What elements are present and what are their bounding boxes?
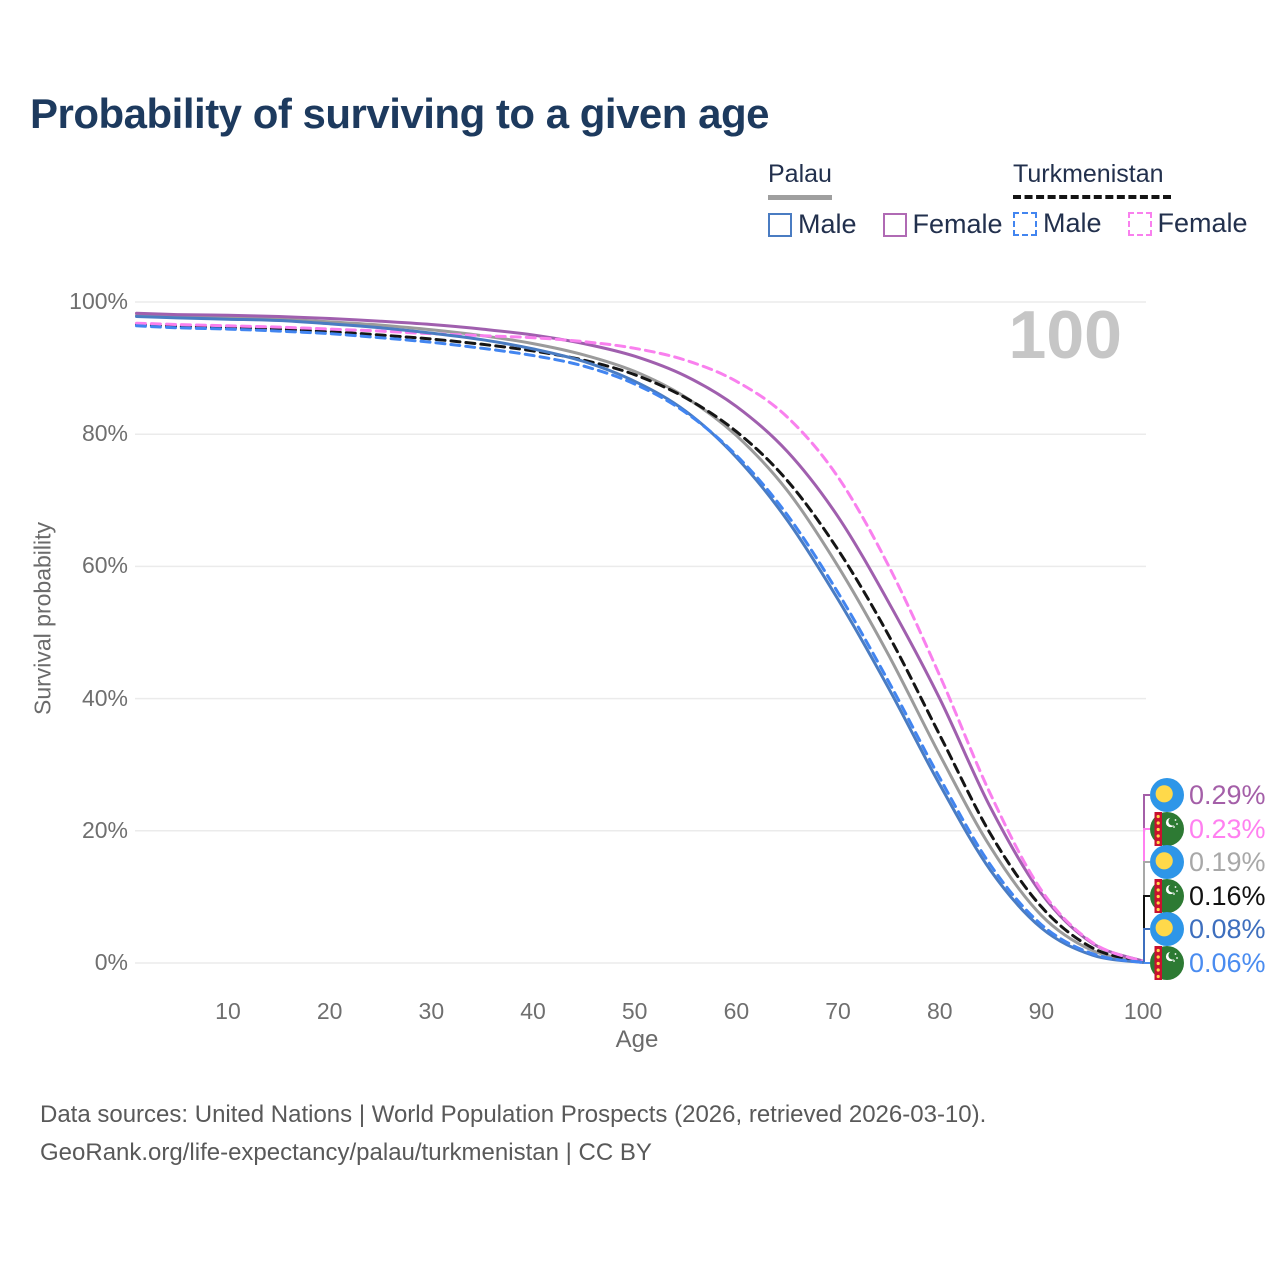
age-watermark: 100: [1008, 297, 1122, 373]
legend-group-palau: Palau Male Female: [768, 160, 1029, 240]
series-line-palau_all: [135, 313, 1145, 964]
palau-flag-icon: [1150, 845, 1184, 879]
end-label-row-turkmenistan_all: 0.16%: [1150, 879, 1266, 913]
end-value-palau_male: 0.08%: [1189, 913, 1266, 944]
x-tick-label-20: 20: [316, 998, 343, 1024]
legend-group-title-turkmenistan: Turkmenistan: [1013, 160, 1164, 188]
legend-label-turkmenistan-male: Male: [1043, 208, 1102, 238]
turkmenistan-flag-icon: [1150, 812, 1184, 846]
end-label-row-palau_male: 0.08%: [1150, 912, 1266, 946]
y-tick-label-40%: 40%: [81, 684, 128, 711]
legend-group-title-palau: Palau: [768, 160, 832, 188]
x-tick-label-10: 10: [215, 998, 241, 1024]
series-line-palau_female: [135, 311, 1145, 963]
legend-label-palau-female: Female: [912, 209, 1003, 239]
source-line-2: GeoRank.org/life-expectancy/palau/turkme…: [40, 1139, 652, 1166]
end-label-row-turkmenistan_male: 0.06%: [1150, 946, 1266, 980]
end-value-turkmenistan_all: 0.16%: [1189, 880, 1266, 911]
end-label-row-turkmenistan_female: 0.23%: [1150, 812, 1266, 846]
y-tick-label-20%: 20%: [81, 816, 128, 843]
end-value-palau_female: 0.29%: [1189, 779, 1266, 810]
data-source-note: Data sources: United Nations | World Pop…: [40, 1096, 986, 1172]
series-line-palau_male: [135, 315, 1145, 964]
series-line-turkmenistan_all: [135, 323, 1145, 964]
y-tick-label-100%: 100%: [69, 288, 128, 314]
legend-group-turkmenistan: Turkmenistan Male Female: [1013, 160, 1274, 239]
end-label-connector-palau_male: [1143, 928, 1150, 963]
turkmenistan-female-swatch-icon: [1127, 211, 1152, 236]
palau-flag-icon: [1150, 912, 1184, 946]
x-tick-label-40: 40: [520, 998, 546, 1024]
x-tick-label-100: 100: [1123, 998, 1163, 1024]
page-title: Probability of surviving to a given age: [30, 90, 769, 137]
end-value-turkmenistan_male: 0.06%: [1189, 947, 1266, 978]
legend-item-palau-male[interactable]: Male: [768, 209, 857, 240]
series-line-turkmenistan_male: [135, 324, 1145, 965]
legend-item-turkmenistan-female[interactable]: Female: [1127, 208, 1248, 239]
x-tick-label-70: 70: [825, 998, 851, 1024]
y-tick-label-80%: 80%: [81, 420, 128, 447]
turkmenistan-flag-icon: [1150, 879, 1184, 913]
x-tick-label-50: 50: [621, 998, 648, 1024]
y-tick-label-0%: 0%: [94, 949, 128, 975]
x-tick-label-30: 30: [418, 998, 445, 1024]
turkmenistan-male-swatch-icon: [1013, 211, 1037, 236]
chart-legend: Palau Male Female Turkmenistan: [0, 160, 1280, 250]
source-line-1: Data sources: United Nations | World Pop…: [40, 1101, 987, 1128]
x-axis-title: Age: [615, 1026, 659, 1053]
y-tick-label-60%: 60%: [81, 552, 128, 579]
legend-item-palau-female[interactable]: Female: [882, 209, 1003, 240]
series-line-turkmenistan_female: [135, 321, 1145, 963]
legend-label-palau-male: Male: [798, 209, 857, 239]
end-label-row-palau_all: 0.19%: [1150, 845, 1266, 879]
legend-item-turkmenistan-male[interactable]: Male: [1013, 208, 1102, 239]
x-tick-label-60: 60: [723, 998, 750, 1024]
turkmenistan-flag-icon: [1150, 946, 1184, 980]
x-tick-label-90: 90: [1028, 998, 1055, 1024]
end-label-row-palau_female: 0.29%: [1150, 778, 1266, 812]
palau-line-style-swatch: [768, 195, 832, 200]
palau-female-swatch-icon: [882, 212, 907, 237]
legend-label-turkmenistan-female: Female: [1157, 208, 1248, 238]
palau-flag-icon: [1150, 778, 1184, 812]
turkmenistan-line-style-swatch: [1013, 195, 1171, 199]
palau-male-swatch-icon: [768, 212, 792, 237]
end-value-palau_all: 0.19%: [1189, 846, 1266, 877]
x-tick-label-80: 80: [926, 998, 953, 1024]
end-value-turkmenistan_female: 0.23%: [1189, 813, 1266, 844]
